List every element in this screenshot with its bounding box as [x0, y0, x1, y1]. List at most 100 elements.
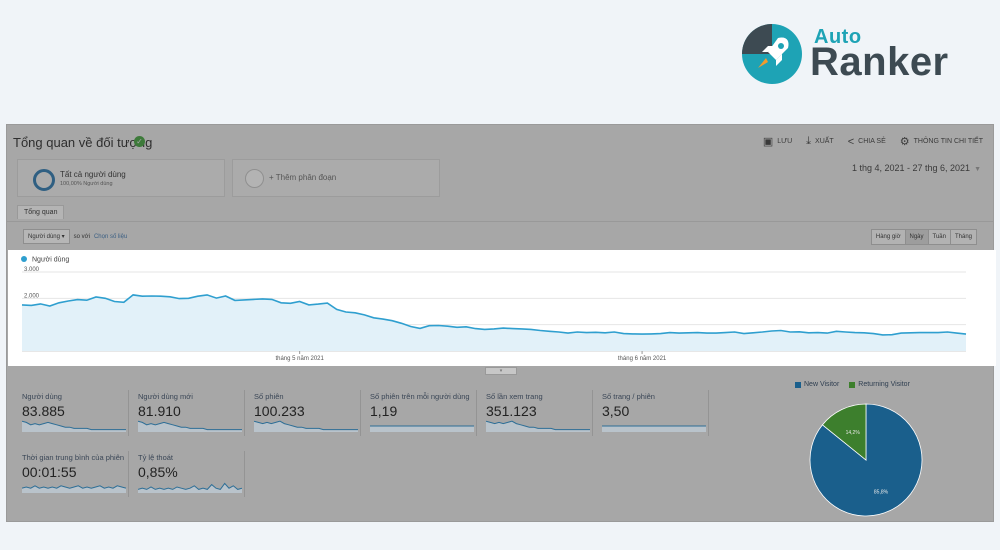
sparkline-line — [138, 420, 242, 431]
metric-label: Số phiên trên mỗi người dùng — [370, 392, 470, 401]
series-line-nguoi-dung — [21, 294, 967, 336]
compare-label: so với — [73, 233, 90, 240]
metric-sparkline — [254, 420, 358, 432]
metric-card[interactable]: Số trang / phiên 3,50 — [602, 392, 706, 438]
insights-label: THÔNG TIN CHI TIẾT — [913, 138, 983, 145]
metric-value: 3,50 — [602, 403, 630, 419]
date-range-text: 1 thg 4, 2021 - 27 thg 6, 2021 — [851, 163, 971, 173]
x-tick-label: tháng 6 năm 2021 — [618, 356, 667, 362]
pie-slice-label: 85,8% — [874, 489, 889, 495]
segment-percentage: 100,00% Người dùng — [60, 181, 113, 187]
tab-divider — [7, 221, 993, 222]
segment-all-users[interactable]: Tất cả người dùng 100,00% Người dùng — [17, 159, 225, 197]
sparkline-area — [138, 483, 242, 493]
pie-legend: New Visitor Returning Visitor — [795, 381, 910, 388]
metric-label: Số lần xem trang — [486, 392, 543, 401]
chevron-down-icon: ▼ — [974, 166, 981, 173]
metric-sparkline — [138, 420, 242, 432]
sparkline-area — [254, 421, 358, 432]
chevron-down-icon: ▾ — [61, 234, 65, 240]
page-title: Tổng quan về đối tượng — [13, 135, 153, 150]
empty-ring-icon — [245, 169, 264, 188]
granularity-buttons: Hàng giờ Ngày Tuần Tháng — [870, 229, 977, 245]
granularity-day-button[interactable]: Ngày — [904, 229, 929, 245]
add-segment-label: + Thêm phân đoạn — [269, 173, 337, 182]
metric-sparkline — [22, 485, 126, 493]
metric-sparkline — [486, 420, 590, 432]
metric-select[interactable]: Người dùng ▾ — [23, 229, 70, 244]
sparkline-area — [486, 421, 590, 432]
pie-slice-label: 14,2% — [846, 430, 861, 436]
choose-metric-link[interactable]: Chọn số liệu — [93, 233, 128, 240]
brand-auto-text: Auto — [814, 26, 862, 48]
metric-label: Người dùng — [22, 392, 62, 401]
y-tick-label: 3.000 — [24, 267, 40, 273]
metric-card[interactable]: Người dùng 83.885 — [22, 392, 126, 438]
share-button[interactable]: < CHIA SẺ — [848, 136, 886, 148]
sparkline-area — [602, 426, 706, 432]
metric-card[interactable]: Người dùng mới 81.910 — [138, 392, 242, 438]
granularity-month-button[interactable]: Tháng — [949, 229, 977, 245]
segment-ring-icon — [33, 169, 55, 191]
sparkline-line — [486, 420, 590, 431]
tab-overview[interactable]: Tổng quan — [17, 205, 65, 219]
metric-divider — [244, 451, 245, 497]
granularity-hourly-button[interactable]: Hàng giờ — [870, 229, 906, 245]
export-icon: ⤓ — [806, 135, 812, 147]
metric-card[interactable]: Tỷ lệ thoát 0,85% — [138, 453, 242, 499]
date-range-picker[interactable]: 1 thg 4, 2021 - 27 thg 6, 2021 ▼ — [852, 163, 981, 173]
legend-returning-visitor: Returning Visitor — [849, 381, 910, 388]
pie-slice[interactable] — [821, 403, 867, 461]
metric-divider — [476, 390, 477, 436]
granularity-week-button[interactable]: Tuần — [927, 229, 951, 245]
legend-swatch — [795, 381, 801, 388]
metric-sparkline — [138, 482, 242, 493]
metric-card[interactable]: Số phiên trên mỗi người dùng 1,19 — [370, 392, 474, 438]
x-tick-label: tháng 5 năm 2021 — [275, 356, 324, 362]
sparkline-area — [138, 421, 242, 432]
metric-divider — [708, 390, 709, 436]
save-button[interactable]: ▣ LƯU — [763, 135, 792, 148]
add-segment-button[interactable]: + Thêm phân đoạn — [232, 159, 440, 197]
metric-sparkline — [602, 425, 706, 432]
segment-name: Tất cả người dùng — [60, 170, 126, 179]
metric-card[interactable]: Số phiên 100.233 — [254, 392, 358, 438]
export-label: XUẤT — [815, 138, 834, 145]
brand-logo: Auto Ranker — [736, 20, 976, 90]
metric-card[interactable]: Số lần xem trang 351.123 — [486, 392, 590, 438]
insights-button[interactable]: ⚙ THÔNG TIN CHI TIẾT — [900, 135, 983, 148]
series-area — [22, 294, 966, 351]
legend-label: Người dùng — [32, 257, 69, 264]
sparkline-area — [370, 426, 474, 432]
metric-divider — [244, 390, 245, 436]
brand-ranker-text: Ranker — [810, 40, 949, 84]
metric-label: Người dùng mới — [138, 392, 193, 401]
sparkline-line — [22, 485, 126, 489]
pie-slice[interactable] — [809, 403, 923, 517]
metric-divider — [360, 390, 361, 436]
sparkline-line — [22, 420, 126, 431]
metric-divider — [128, 390, 129, 436]
metric-value: 83.885 — [22, 403, 65, 419]
legend-label: New Visitor — [804, 381, 840, 388]
chart-resize-handle[interactable]: ▾ — [485, 367, 517, 375]
share-icon: < — [847, 135, 855, 148]
legend-marker — [21, 256, 27, 262]
save-label: LƯU — [777, 138, 793, 145]
sparkline-area — [22, 421, 126, 432]
metric-value: 81.910 — [138, 403, 181, 419]
insights-icon: ⚙ — [899, 136, 910, 148]
metric-value: 100.233 — [254, 403, 305, 419]
metric-value: 1,19 — [370, 403, 398, 419]
metric-label: Thời gian trung bình của phiên — [22, 453, 125, 462]
metric-controls: Người dùng ▾ so với Chọn số liệu — [23, 229, 127, 244]
pie-svg: 85,8% 14,2% — [809, 403, 923, 517]
sparkline-line — [138, 482, 242, 490]
save-icon: ▣ — [762, 136, 774, 148]
export-button[interactable]: ⤓ XUẤT — [806, 135, 834, 148]
metric-label: Tỷ lệ thoát — [138, 453, 174, 462]
metric-card[interactable]: Thời gian trung bình của phiên 00:01:55 — [22, 453, 126, 499]
metric-sparkline — [22, 420, 126, 432]
